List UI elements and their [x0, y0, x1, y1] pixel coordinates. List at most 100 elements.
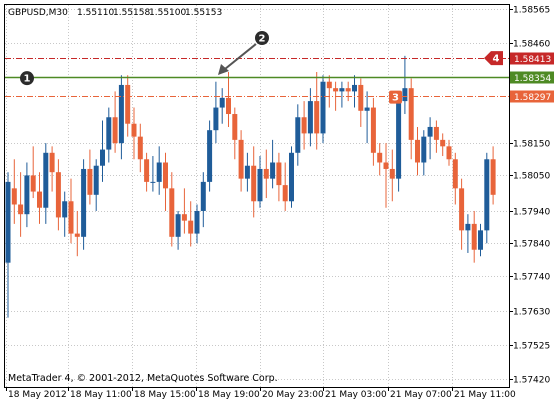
candle-body: [181, 214, 187, 221]
y-tick-label: 1.57420: [513, 376, 550, 386]
y-tick-label: 1.58150: [513, 140, 550, 150]
candle-body: [11, 188, 17, 205]
candle-body: [446, 146, 452, 160]
candle: [339, 81, 345, 108]
marker-circle: [20, 71, 34, 86]
candle-body: [490, 159, 496, 195]
candles: [5, 55, 496, 318]
y-tick-label: 1.57630: [513, 308, 550, 318]
candle: [377, 143, 383, 176]
candle-body: [150, 181, 156, 183]
candle-body: [333, 88, 339, 92]
candle: [307, 88, 313, 147]
candle: [49, 146, 55, 192]
level-price-tag: [510, 71, 554, 84]
candle-body: [484, 159, 490, 231]
y-tick-label: 1.58460: [513, 40, 550, 50]
candle: [93, 159, 99, 211]
candle-body: [370, 107, 376, 153]
candle: [282, 162, 288, 211]
level-price-label: 1.58297: [514, 93, 551, 103]
candle: [295, 104, 301, 166]
candle: [118, 75, 124, 160]
x-tick-label: 18 May 2012: [8, 390, 67, 400]
candle: [383, 143, 389, 208]
candle: [213, 81, 219, 144]
candle: [433, 120, 439, 153]
y-axis: 1.58565 1.58460 1.58150 1.58050 1.57940 1.578…: [509, 6, 550, 386]
candle-body: [207, 130, 213, 182]
candle-body: [106, 117, 112, 150]
candle: [87, 149, 93, 205]
plot-border: [4, 4, 510, 388]
candle: [244, 152, 250, 192]
candle-body: [244, 165, 250, 179]
candle-body: [93, 165, 99, 195]
candle-body: [18, 204, 24, 215]
candle-body: [301, 117, 307, 134]
marker-box: [389, 90, 402, 104]
candle: [37, 172, 42, 224]
candle: [106, 107, 112, 163]
candle: [471, 210, 477, 263]
candle-body: [427, 126, 433, 137]
candle: [276, 152, 282, 202]
candle: [358, 78, 364, 127]
candle-body: [118, 84, 124, 144]
candle: [490, 146, 496, 205]
candle-body: [263, 168, 269, 179]
candle: [194, 204, 200, 244]
candle: [11, 159, 17, 224]
candle-body: [389, 168, 395, 179]
level-price-tag: [510, 52, 554, 65]
marker-arrow-shaft: [224, 43, 257, 70]
candle-body: [87, 168, 93, 195]
candle-body: [421, 136, 427, 163]
y-tick-label: 1.58050: [513, 172, 550, 182]
level-price-label: 1.58354: [514, 74, 551, 84]
candle-body: [358, 84, 364, 111]
candle: [232, 107, 238, 160]
candle: [163, 152, 168, 211]
candle-body: [219, 97, 225, 108]
ohlc-low: 1.55100: [149, 8, 186, 18]
candle-body: [226, 97, 231, 115]
candle-body: [433, 126, 439, 140]
candle: [207, 120, 213, 192]
candle-body: [320, 81, 326, 134]
candle-body: [270, 162, 276, 179]
candle: [352, 75, 357, 108]
candle-body: [163, 162, 168, 189]
marker-circle: [255, 31, 269, 45]
marker-tag: [484, 51, 503, 66]
candle-body: [24, 175, 30, 215]
candle-body: [408, 88, 414, 140]
candle-body: [452, 159, 458, 189]
candle-body: [307, 101, 313, 134]
marker-3: 3: [389, 90, 402, 104]
marker-label: 4: [493, 54, 500, 65]
candle-body: [251, 165, 257, 202]
candle-body: [352, 84, 357, 92]
x-axis: 18 May 2012 18 May 11:00 18 May 15:00 18 Ma…: [6, 387, 516, 400]
candle-body: [465, 223, 471, 231]
candle: [370, 97, 376, 166]
candle: [484, 152, 490, 244]
candle-body: [282, 185, 288, 202]
candle: [30, 146, 36, 199]
candle: [251, 146, 257, 218]
x-tick-label: 20 May 23:00: [262, 390, 324, 400]
footer-copyright: MetaTrader 4, © 2001-2012, MetaQuotes So…: [8, 373, 278, 384]
candle-body: [383, 162, 389, 169]
x-tick-label: 21 May 03:00: [325, 390, 387, 400]
candle-body: [276, 162, 282, 186]
candle-body: [459, 188, 465, 231]
candle-body: [137, 136, 143, 160]
candle-body: [144, 159, 150, 182]
candle-body: [471, 223, 477, 250]
candle: [175, 210, 181, 250]
candle-body: [81, 168, 87, 237]
candle-body: [5, 181, 11, 263]
ohlc-close: 1.55153: [185, 8, 222, 18]
